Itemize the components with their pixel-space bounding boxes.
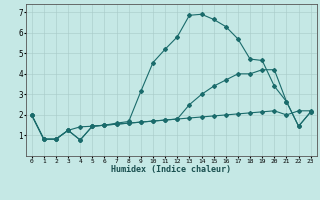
X-axis label: Humidex (Indice chaleur): Humidex (Indice chaleur) [111,165,231,174]
